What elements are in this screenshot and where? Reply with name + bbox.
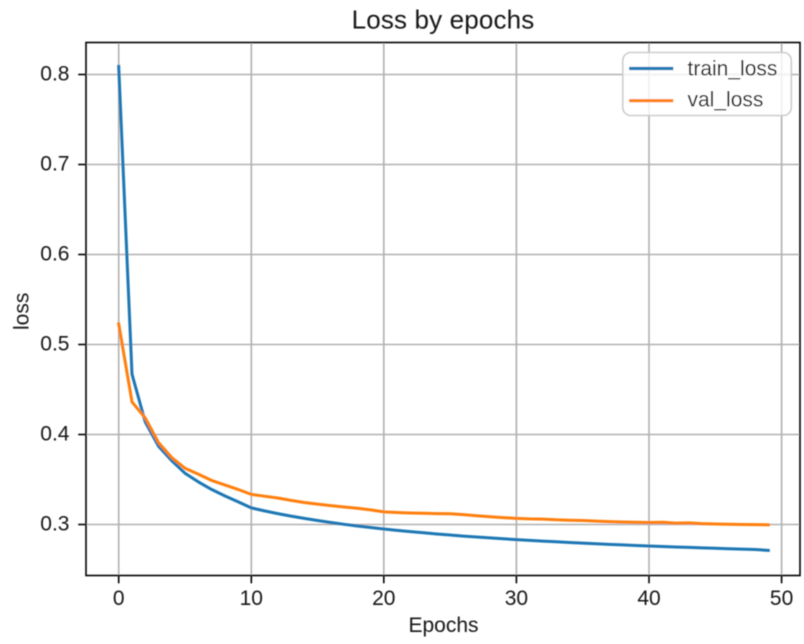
svg-text:0.5: 0.5 (40, 333, 69, 356)
svg-text:0.6: 0.6 (40, 243, 69, 266)
svg-text:Loss by epochs: Loss by epochs (352, 5, 535, 35)
svg-text:0.8: 0.8 (40, 63, 69, 86)
svg-text:train_loss: train_loss (688, 58, 778, 81)
svg-text:10: 10 (240, 587, 263, 610)
svg-text:30: 30 (505, 587, 528, 610)
svg-text:40: 40 (637, 587, 660, 610)
svg-text:loss: loss (11, 293, 34, 330)
svg-text:0: 0 (113, 587, 125, 610)
svg-text:20: 20 (372, 587, 395, 610)
svg-text:0.7: 0.7 (40, 153, 69, 176)
svg-text:0.3: 0.3 (40, 513, 69, 536)
svg-text:0.4: 0.4 (40, 423, 70, 446)
svg-text:val_loss: val_loss (688, 89, 764, 112)
svg-text:50: 50 (770, 587, 793, 610)
svg-text:Epochs: Epochs (408, 614, 478, 637)
